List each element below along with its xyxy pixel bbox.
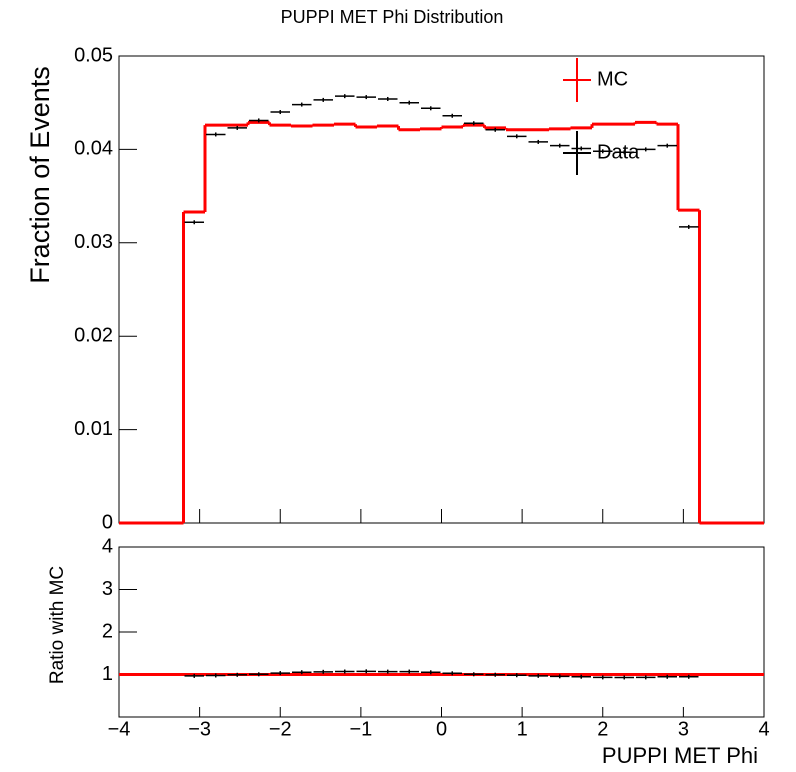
chart-title: PUPPI MET Phi Distribution <box>281 7 504 27</box>
x-tick-label: −1 <box>349 718 372 740</box>
y-tick-label: 3 <box>102 578 113 600</box>
y-tick-label: 0 <box>102 511 113 533</box>
y-tick-label: 0.04 <box>74 138 113 160</box>
y-tick-label: 0.05 <box>74 44 113 66</box>
y-tick-label: 2 <box>102 620 113 642</box>
x-tick-label: 4 <box>758 718 769 740</box>
legend-label: Data <box>597 141 640 163</box>
x-tick-label: 2 <box>597 718 608 740</box>
y-axis-label: Fraction of Events <box>25 66 55 284</box>
x-tick-label: 0 <box>436 718 447 740</box>
y-tick-label: 0.02 <box>74 324 113 346</box>
x-tick-label: −3 <box>188 718 211 740</box>
y-tick-label: 1 <box>102 663 113 685</box>
ratio-y-axis-label: Ratio with MC <box>47 566 68 684</box>
legend-label: MC <box>597 68 628 90</box>
y-tick-label: 4 <box>102 535 113 557</box>
y-tick-label: 0.03 <box>74 231 113 253</box>
x-tick-label: 3 <box>678 718 689 740</box>
x-tick-label: 1 <box>517 718 528 740</box>
x-axis-label: PUPPI MET Phi <box>602 743 758 768</box>
x-tick-label: −4 <box>108 718 131 740</box>
x-tick-label: −2 <box>269 718 292 740</box>
y-tick-label: 0.01 <box>74 418 113 440</box>
